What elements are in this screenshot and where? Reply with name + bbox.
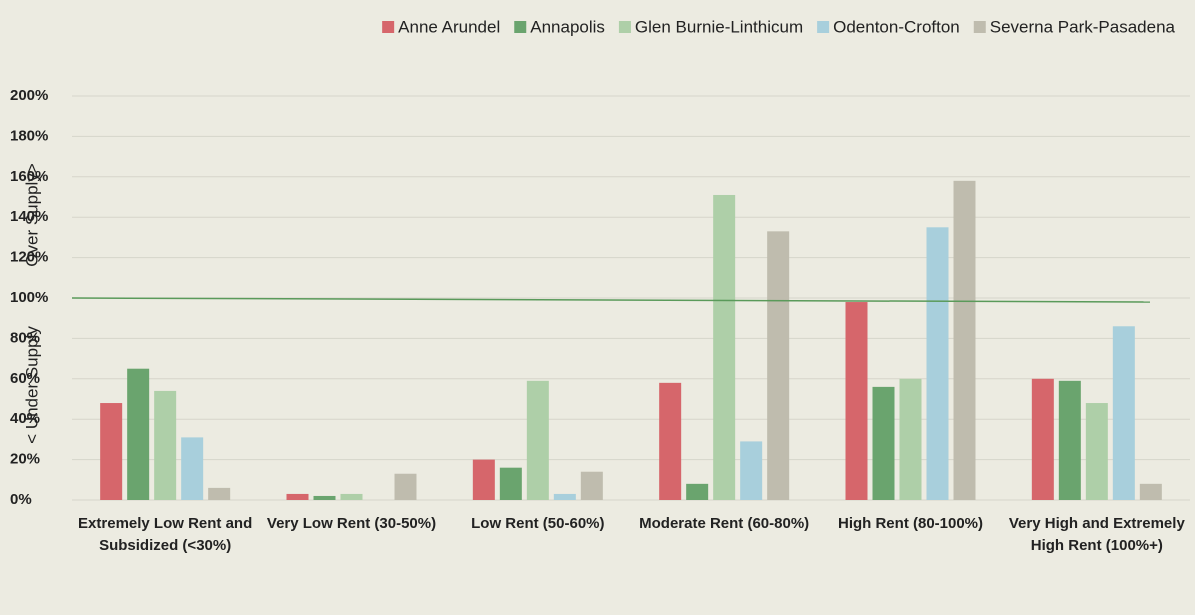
bar	[899, 378, 922, 500]
x-tick-label: Very High and Extremely High Rent (100%+…	[1008, 515, 1185, 554]
bar	[208, 487, 231, 500]
bar	[154, 390, 177, 500]
bar	[181, 437, 204, 500]
legend-swatch	[514, 21, 527, 33]
legend-label: Odenton-Crofton	[833, 17, 960, 36]
bar	[740, 441, 763, 500]
legend-label: Glen Burnie-Linthicum	[635, 17, 803, 36]
y-tick-label: 100%	[10, 289, 48, 306]
y-tick-label: 0%	[10, 491, 32, 508]
y-tick-label: 80%	[10, 329, 40, 346]
bar	[580, 471, 603, 500]
legend-swatch	[618, 21, 631, 33]
y-tick-label: 60%	[10, 370, 40, 387]
x-tick-label: Low Rent (50-60%)	[471, 515, 605, 532]
bar	[872, 386, 895, 500]
bar	[1139, 483, 1162, 500]
bar	[340, 493, 363, 500]
legend-swatch	[973, 21, 986, 33]
y-tick-label: 160%	[10, 168, 48, 185]
x-tick-label: Very Low Rent (30-50%)	[266, 515, 437, 532]
bar	[526, 380, 549, 500]
bar	[286, 493, 309, 500]
x-tick-label: Moderate Rent (60-80%)	[639, 515, 810, 532]
y-tick-label: 140%	[10, 208, 48, 225]
y-tick-label: 180%	[10, 127, 48, 144]
legend-label: Annapolis	[530, 17, 605, 36]
axis-annotation: Over Supply>	[22, 163, 41, 267]
y-tick-label: 40%	[10, 410, 40, 427]
legend-label: Severna Park-Pasadena	[990, 17, 1176, 36]
legend-swatch	[382, 21, 395, 33]
bar	[659, 382, 682, 500]
bar	[499, 467, 522, 500]
bar	[1085, 403, 1108, 500]
bar	[767, 231, 790, 500]
bar	[953, 180, 976, 500]
bar	[394, 473, 417, 500]
y-tick-label: 120%	[10, 249, 48, 266]
bar	[313, 495, 336, 500]
bar	[553, 493, 576, 500]
legend-label: Anne Arundel	[398, 17, 500, 36]
bar	[127, 368, 150, 500]
bar	[1058, 380, 1081, 500]
bar	[926, 227, 949, 501]
bar	[1031, 378, 1054, 500]
y-tick-label: 20%	[10, 451, 40, 468]
x-tick-label: High Rent (80-100%)	[837, 515, 984, 532]
bar	[472, 459, 495, 500]
y-tick-label: 200%	[10, 87, 48, 104]
bar	[713, 194, 736, 501]
reference-line	[71, 297, 1151, 303]
bar	[1112, 326, 1135, 500]
bar	[845, 302, 868, 500]
axis-annotation: < Under Supply	[22, 326, 41, 444]
bar	[686, 483, 709, 500]
legend-swatch	[817, 21, 830, 33]
x-tick-label: Extremely Low Rent and Subsidized (<30%)	[78, 515, 253, 554]
bar	[100, 403, 123, 500]
